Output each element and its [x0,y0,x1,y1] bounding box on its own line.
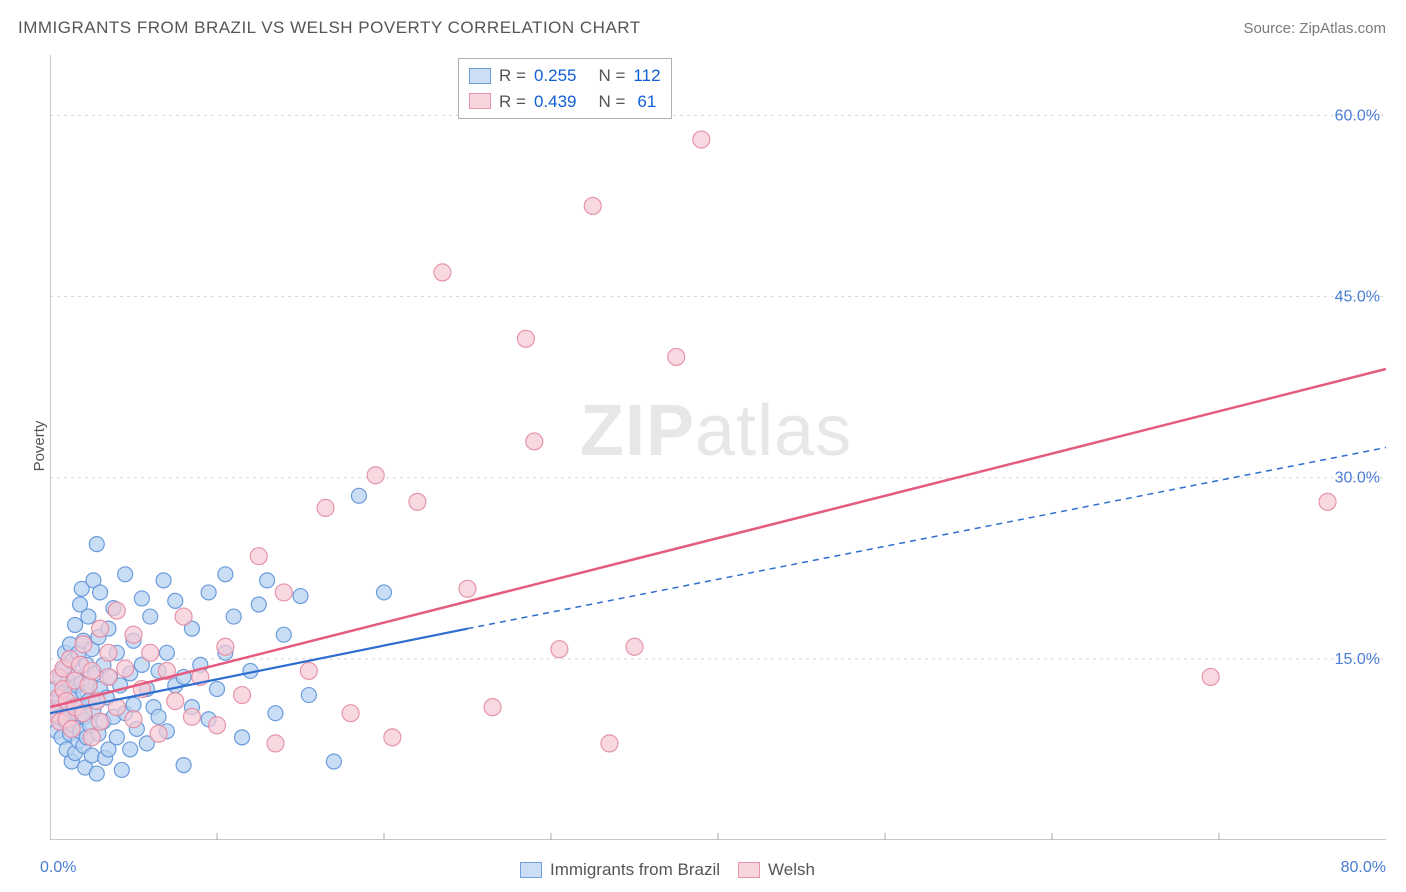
source-attribution: Source: ZipAtlas.com [1243,20,1386,37]
chart-container: IMMIGRANTS FROM BRAZIL VS WELSH POVERTY … [0,0,1406,892]
legend-label-pink: Welsh [768,860,815,880]
r-label: R = [499,63,526,89]
swatch-blue-icon [520,862,542,878]
swatch-pink-icon [738,862,760,878]
svg-text:30.0%: 30.0% [1335,470,1380,487]
r-value-blue: 0.255 [534,63,577,89]
corr-row-blue: R = 0.255 N = 112 [469,63,661,89]
x-max-label: 80.0% [1341,859,1386,877]
legend-item-blue: Immigrants from Brazil [520,860,720,880]
y-axis-title: Poverty [31,421,48,472]
n-value-pink: 61 [633,89,656,115]
chart-svg: 15.0% 30.0% 45.0% 60.0% [50,55,1386,840]
plot-area: 15.0%30.0%45.0%60.0% ZIPatlas R = 0.255 … [50,55,1386,840]
swatch-pink [469,93,491,109]
n-label: N = [598,89,625,115]
r-value-pink: 0.439 [534,89,577,115]
x-min-label: 0.0% [40,859,76,877]
svg-text:45.0%: 45.0% [1335,289,1380,306]
svg-text:15.0%: 15.0% [1335,651,1380,668]
legend-item-pink: Welsh [738,860,815,880]
series-legend: Immigrants from Brazil Welsh [520,860,815,880]
n-label: N = [598,63,625,89]
chart-title: IMMIGRANTS FROM BRAZIL VS WELSH POVERTY … [18,18,641,38]
svg-text:60.0%: 60.0% [1335,107,1380,124]
n-value-blue: 112 [633,63,660,89]
correlation-legend: R = 0.255 N = 112 R = 0.439 N = 61 [458,58,672,119]
r-label: R = [499,89,526,115]
swatch-blue [469,68,491,84]
legend-label-blue: Immigrants from Brazil [550,860,720,880]
corr-row-pink: R = 0.439 N = 61 [469,89,661,115]
